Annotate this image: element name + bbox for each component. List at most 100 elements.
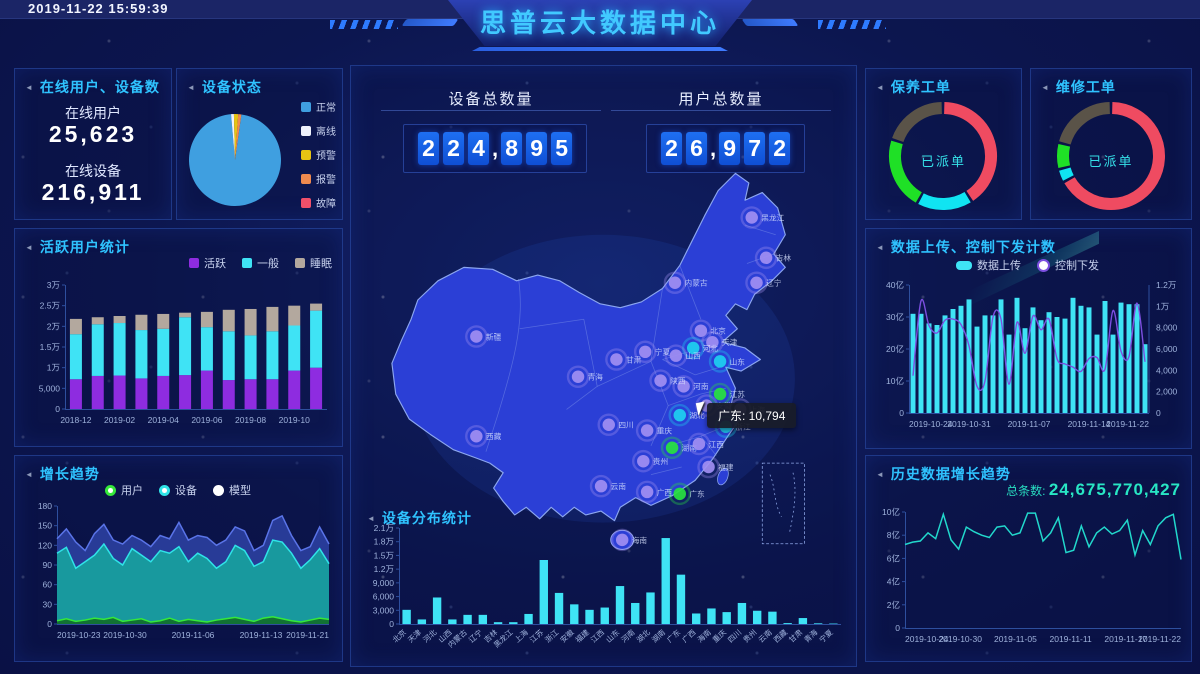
- legend-item-睡眠[interactable]: 睡眠: [295, 255, 332, 271]
- maintenance-center-label: 已派单: [920, 154, 966, 169]
- svg-text:海南: 海南: [695, 627, 713, 645]
- digit-box: 8: [501, 132, 523, 165]
- svg-text:2019-11-22: 2019-11-22: [1106, 419, 1149, 429]
- legend-marker-icon: [1037, 258, 1050, 272]
- svg-text:2019-11-13: 2019-11-13: [240, 630, 283, 640]
- svg-text:海南: 海南: [632, 535, 648, 545]
- growth-trend-chart[interactable]: 0 30 60 90 120 150 180 2019-10-23 2019-10-30 2019…: [21, 501, 336, 654]
- history-trend-chart[interactable]: 0 2亿 4亿 6亿 8亿 10亿 2019-10-24 2019-10-30 2019-11-…: [867, 504, 1190, 654]
- growth-legend: 用户 设备 模型: [105, 482, 251, 498]
- map-bubble-江西[interactable]: [692, 437, 706, 451]
- china-map[interactable]: 黑龙江吉林辽宁内蒙古北京天津河北山西山东河南江苏上海安徽浙江湖北湖南江西福建广东…: [363, 158, 843, 561]
- legend-item-设备[interactable]: 设备: [159, 482, 197, 498]
- digit-box: 9: [719, 132, 741, 165]
- panel-online-stats: ◄ 在线用户、设备数 在线用户 25,623 在线设备 216,911: [14, 68, 172, 220]
- device-status-pie-chart[interactable]: [183, 99, 287, 213]
- panel-arrow-icon: ◄: [187, 83, 196, 92]
- legend-item-预警[interactable]: 预警: [301, 147, 336, 162]
- map-bubble-江苏[interactable]: [713, 387, 727, 401]
- legend-item-数据上传[interactable]: 数据上传: [956, 257, 1021, 273]
- map-bubble-黑龙江[interactable]: [745, 211, 758, 224]
- legend-marker-icon: [242, 258, 252, 268]
- map-bubble-辽宁[interactable]: [750, 276, 763, 289]
- app-title-banner: 思普云大数据中心: [448, 0, 752, 46]
- map-bubble-山东[interactable]: [713, 355, 727, 368]
- map-bubble-广西[interactable]: [640, 485, 654, 499]
- svg-text:1万: 1万: [1156, 301, 1169, 311]
- legend-item-报警[interactable]: 报警: [301, 171, 336, 186]
- map-bubble-北京[interactable]: [694, 324, 708, 337]
- legend-label: 控制下发: [1055, 260, 1099, 272]
- svg-text:2019-10-24: 2019-10-24: [909, 419, 953, 429]
- map-bubble-天津[interactable]: [706, 335, 719, 349]
- legend-item-正常[interactable]: 正常: [301, 99, 336, 114]
- map-bubble-新疆[interactable]: [470, 330, 483, 343]
- divider: [381, 110, 601, 111]
- upload-dispatch-chart[interactable]: 0 10亿 20亿 30亿 40亿 0 2,000 4,000 6,000 8,000 1万 1.2万…: [867, 277, 1190, 441]
- svg-text:2万: 2万: [47, 321, 60, 331]
- map-bubble-贵州[interactable]: [637, 454, 650, 468]
- map-bubble-山西[interactable]: [669, 349, 683, 362]
- legend-marker-icon: [189, 258, 199, 268]
- legend-item-模型[interactable]: 模型: [213, 482, 251, 498]
- map-bubble-甘肃[interactable]: [610, 353, 623, 366]
- legend-item-离线[interactable]: 离线: [301, 123, 336, 138]
- svg-text:2019-10-30: 2019-10-30: [103, 630, 147, 640]
- map-bubble-宁夏[interactable]: [638, 345, 652, 359]
- legend-item-用户[interactable]: 用户: [105, 482, 143, 498]
- svg-text:0: 0: [895, 623, 900, 633]
- map-bubble-重庆[interactable]: [640, 424, 654, 437]
- svg-text:云南: 云南: [756, 627, 774, 645]
- digit-separator: ,: [710, 135, 717, 161]
- history-total: 总条数: 24,675,770,427: [1006, 480, 1181, 500]
- panel-arrow-icon: ◄: [25, 83, 34, 92]
- map-bubble-陕西[interactable]: [654, 374, 667, 387]
- svg-text:60: 60: [43, 580, 53, 590]
- map-bubble-海南[interactable]: [615, 533, 629, 547]
- map-bubble-西藏[interactable]: [470, 430, 483, 443]
- legend-item-故障[interactable]: 故障: [301, 195, 336, 210]
- legend-item-活跃[interactable]: 活跃: [189, 255, 226, 271]
- maintenance-donut-chart[interactable]: [884, 99, 1002, 213]
- map-bubble-广东[interactable]: [673, 487, 686, 501]
- total-devices-label: 设备总数量: [448, 91, 534, 108]
- svg-text:天津: 天津: [722, 338, 738, 347]
- map-bubble-内蒙古[interactable]: [668, 276, 682, 289]
- digit-box: 2: [418, 132, 439, 165]
- online-devices-value: 216,911: [41, 179, 145, 205]
- repair-donut-chart[interactable]: [1052, 99, 1170, 213]
- svg-text:天津: 天津: [406, 627, 424, 644]
- digit-box: 6: [686, 132, 707, 165]
- map-bubble-湖南[interactable]: [665, 441, 679, 455]
- svg-text:青海: 青海: [802, 627, 820, 645]
- legend-item-控制下发[interactable]: 控制下发: [1037, 257, 1099, 273]
- svg-text:北京: 北京: [390, 627, 408, 645]
- svg-text:江西: 江西: [709, 440, 725, 449]
- map-bubble-吉林[interactable]: [759, 251, 773, 265]
- map-bubble-青海[interactable]: [571, 370, 585, 384]
- panel-growth-title: ◄ 增长趋势: [25, 466, 100, 482]
- svg-text:2019-11-05: 2019-11-05: [994, 634, 1037, 644]
- legend-item-一般[interactable]: 一般: [242, 255, 279, 271]
- svg-text:20亿: 20亿: [886, 344, 904, 354]
- active-users-chart[interactable]: 0 5,000 1万 1.5万 2万 2.5万 3万 2018-12 2019-02 2019-0…: [21, 275, 336, 439]
- svg-text:2019-11-21: 2019-11-21: [286, 630, 329, 640]
- panel-arrow-icon: ◄: [25, 470, 34, 479]
- map-bubble-河北[interactable]: [686, 341, 700, 355]
- map-bubble-云南[interactable]: [594, 479, 608, 493]
- svg-text:10亿: 10亿: [886, 376, 904, 386]
- map-bubble-河南[interactable]: [677, 380, 690, 393]
- svg-text:吉林: 吉林: [776, 253, 792, 263]
- map-bubble-四川[interactable]: [602, 418, 615, 431]
- device-distribution-chart[interactable]: 0 3,000 6,000 9,000 1.2万 1.5万 1.8万 2.1万 北京 天津 河北 山西…: [353, 523, 853, 664]
- svg-text:120: 120: [38, 540, 52, 550]
- map-bubble-湖北[interactable]: [673, 408, 686, 422]
- legend-label: 睡眠: [310, 258, 332, 270]
- legend-marker-icon: [295, 258, 305, 268]
- svg-text:山西: 山西: [686, 351, 702, 361]
- map-bubble-福建[interactable]: [702, 460, 715, 474]
- header-slashes-left: [330, 20, 398, 29]
